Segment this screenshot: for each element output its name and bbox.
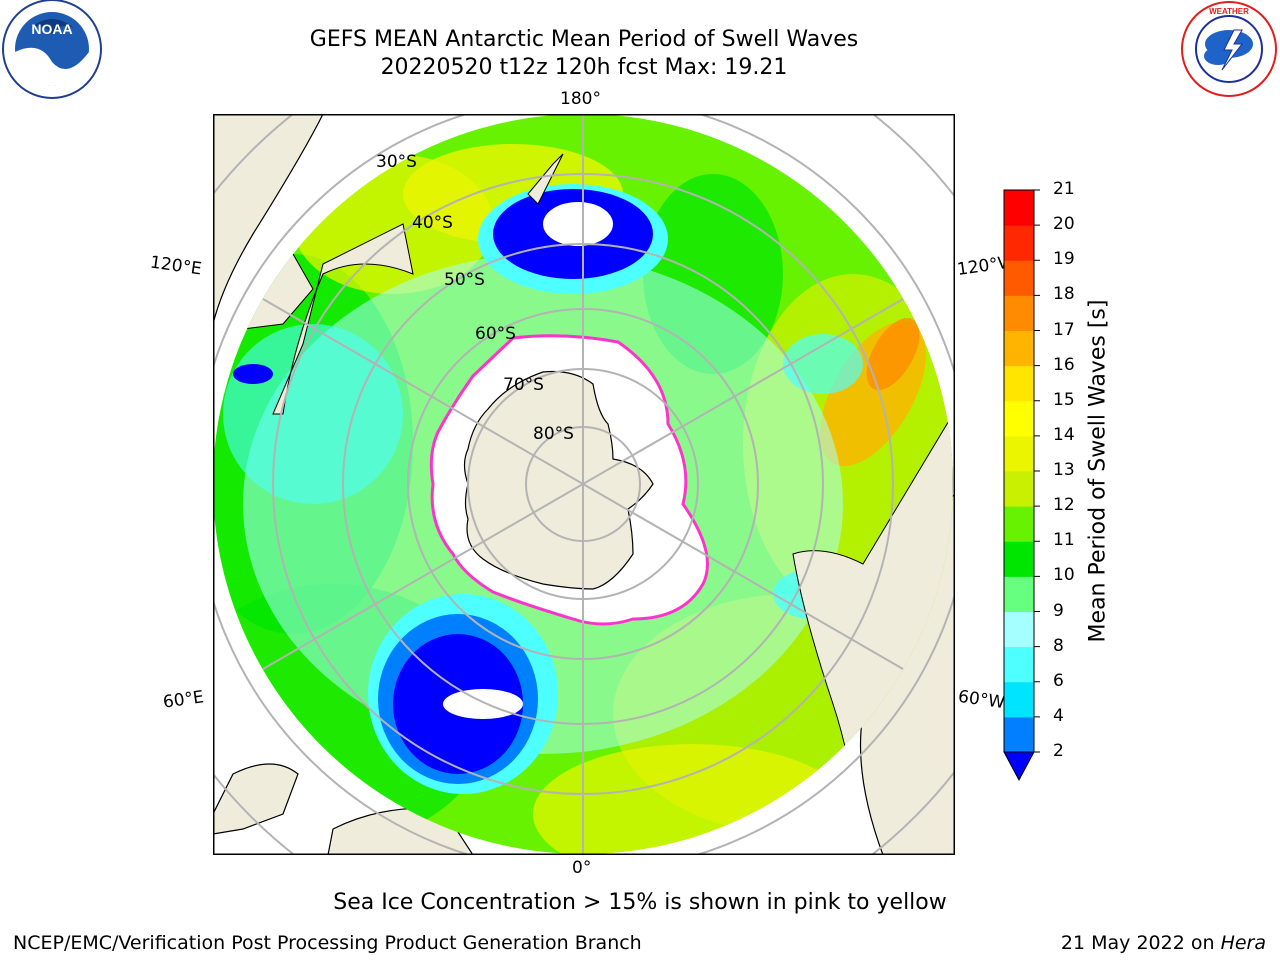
- colorbar-tick-label: 11: [1053, 530, 1075, 551]
- colorbar-tick-label: 15: [1053, 389, 1075, 410]
- footer-credit: NCEP/EMC/Verification Post Processing Pr…: [13, 932, 642, 954]
- colorbar-segment: [1004, 225, 1034, 261]
- colorbar-segment: [1004, 400, 1034, 437]
- lat-label-80s: 80°S: [533, 424, 574, 444]
- colorbar-tick-label: 17: [1053, 319, 1075, 340]
- lon-label-120e: 120°E: [148, 252, 203, 280]
- colorbar-segment: [1004, 506, 1034, 542]
- nws-logo: WEATHER: [1178, 0, 1280, 102]
- lon-label-0: 0°: [572, 858, 592, 878]
- colorbar-segment: [1004, 576, 1034, 612]
- colorbar-segment: [1004, 330, 1034, 367]
- colorbar-tick-label: 13: [1053, 460, 1075, 480]
- colorbar-tick-label: 16: [1053, 354, 1075, 375]
- colorbar-segment: [1004, 646, 1034, 683]
- sea-ice-note: Sea Ice Concentration > 15% is shown in …: [333, 890, 947, 915]
- colorbar-tick-label: 21: [1053, 179, 1075, 199]
- lat-label-50s: 50°S: [444, 270, 485, 290]
- antarctica: [463, 370, 654, 590]
- lat-label-30s: 30°S: [376, 152, 417, 172]
- colorbar-tick-label: 2: [1053, 741, 1064, 761]
- colorbar-tick-label: 9: [1053, 600, 1064, 621]
- colorbar-tick-label: 19: [1053, 249, 1075, 270]
- svg-text:NOAA: NOAA: [31, 21, 72, 37]
- colorbar-segment: [1004, 716, 1034, 753]
- colorbar-segment: [1004, 435, 1034, 472]
- colorbar-extend-min: [1003, 751, 1035, 782]
- lon-label-180: 180°: [560, 89, 601, 109]
- lon-label-60w: 60°W: [956, 686, 1007, 714]
- colorbar-tick-label: 6: [1053, 670, 1064, 691]
- footer-date: 21 May 2022 on Hera: [1060, 932, 1266, 954]
- noaa-logo: NOAA: [0, 0, 104, 102]
- footer-host: Hera: [1220, 932, 1266, 954]
- chart-subtitle: 20220520 t12z 120h fcst Max: 19.21: [380, 55, 788, 80]
- colorbar-segment: [1004, 471, 1034, 507]
- lon-label-60e: 60°E: [161, 687, 206, 713]
- colorbar-tick-label: 10: [1053, 565, 1075, 586]
- colorbar-tick-label: 18: [1053, 284, 1075, 305]
- colorbar-segment: [1004, 365, 1034, 402]
- lat-label-70s: 70°S: [503, 375, 544, 395]
- colorbar-segment: [1004, 295, 1034, 331]
- colorbar-tick-label: 14: [1053, 424, 1075, 445]
- colorbar-tick-label: 20: [1053, 214, 1075, 235]
- colorbar-title: Mean Period of Swell Waves [s]: [1085, 299, 1111, 643]
- svg-text:WEATHER: WEATHER: [1209, 7, 1249, 16]
- colorbar: [1000, 188, 1040, 784]
- colorbar-tick-label: 4: [1053, 705, 1064, 726]
- lat-label-40s: 40°S: [412, 213, 453, 233]
- colorbar-tick-label: 12: [1053, 495, 1075, 516]
- lat-label-60s: 60°S: [475, 324, 516, 344]
- colorbar-segment: [1004, 611, 1034, 648]
- colorbar-segment: [1004, 260, 1034, 296]
- colorbar-tick-label: 8: [1053, 635, 1064, 656]
- colorbar-segment: [1004, 541, 1034, 577]
- colorbar-segment: [1004, 681, 1034, 718]
- chart-title: GEFS MEAN Antarctic Mean Period of Swell…: [309, 27, 859, 52]
- polar-map: [112, 13, 1054, 955]
- colorbar-segment: [1004, 190, 1034, 226]
